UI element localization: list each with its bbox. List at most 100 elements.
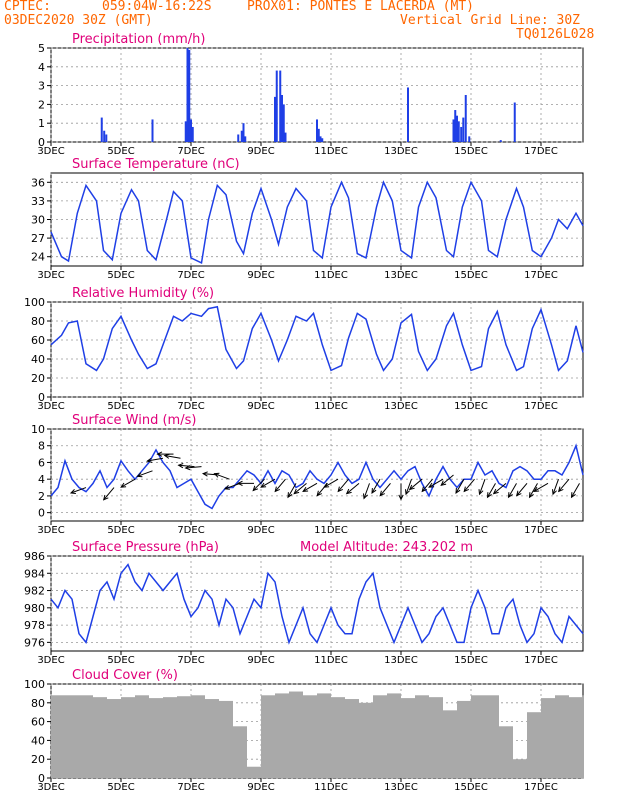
- precip-bar: [188, 49, 191, 142]
- wind-arrow-head: [287, 492, 293, 499]
- wind-arrow-head: [421, 486, 427, 493]
- wind-arrow-head: [463, 486, 469, 493]
- cloud-bar: [429, 697, 443, 778]
- y-tick-label: 30: [31, 214, 45, 227]
- x-tick-label: 3DEC: [37, 401, 64, 412]
- wind-arrow-head: [69, 489, 76, 494]
- header-station: PROX01: PONTES E LACERDA (MT): [247, 0, 474, 14]
- panel-3: 3DEC 5DEC 7DEC 9DEC 11DEC 13DEC 15DEC 17DEC 0 2 4 6…: [31, 413, 584, 536]
- cloud-bar: [345, 699, 359, 778]
- x-tick-label: 17DEC: [524, 146, 558, 157]
- wind-arrow-head: [223, 484, 230, 490]
- y-tick-label: 2: [38, 98, 45, 111]
- wind-arrow-shaft: [337, 478, 349, 492]
- wind-arrow-shaft: [493, 482, 507, 495]
- precip-bar: [499, 140, 502, 142]
- cloud-bar: [513, 759, 527, 778]
- y-tick-label: 982: [24, 585, 45, 598]
- wind-arrow-head: [492, 488, 499, 495]
- x-tick-label: 17DEC: [524, 782, 558, 793]
- wind-arrow-shaft: [302, 482, 318, 492]
- x-tick-label: 15DEC: [454, 782, 488, 793]
- cloud-bar: [79, 695, 93, 778]
- wind-arrow-shaft: [487, 483, 496, 498]
- y-tick-label: 3: [38, 80, 45, 93]
- cloud-bar: [331, 697, 345, 778]
- cloud-bar: [219, 700, 233, 778]
- wind-arrow-head: [293, 488, 300, 495]
- x-tick-label: 9DEC: [247, 525, 274, 536]
- x-tick-label: 17DEC: [524, 655, 558, 666]
- precip-bar: [100, 117, 103, 142]
- wind-arrow-head: [102, 494, 109, 501]
- y-tick-label: 20: [31, 753, 45, 766]
- cloud-bar: [485, 695, 499, 778]
- wind-arrow-head: [557, 486, 564, 493]
- x-tick-label: 15DEC: [454, 525, 488, 536]
- wind-arrow-head: [323, 482, 330, 488]
- cloud-bar: [471, 695, 485, 778]
- cloud-bar: [359, 702, 373, 778]
- wind-arrow-shaft: [164, 455, 181, 459]
- y-tick-label: 100: [24, 296, 45, 309]
- panel-4: 3DEC 5DEC 7DEC 9DEC 11DEC 13DEC 15DEC 17DEC 976 9…: [24, 540, 584, 666]
- wind-arrow-shaft: [147, 457, 164, 462]
- wind-arrow-head: [184, 465, 191, 471]
- x-tick-label: 11DEC: [314, 270, 348, 281]
- wind-arrow-shaft: [252, 478, 265, 491]
- x-tick-label: 7DEC: [177, 655, 204, 666]
- precip-bar: [457, 121, 460, 142]
- x-tick-label: 9DEC: [247, 655, 274, 666]
- wind-arrow-shaft: [293, 482, 307, 495]
- cloud-bar: [289, 691, 303, 778]
- panel-2: 3DEC 5DEC 7DEC 9DEC 11DEC 13DEC 15DEC 17DEC 0 20 4…: [24, 286, 584, 412]
- wind-arrow-head: [455, 488, 461, 495]
- x-tick-label: 17DEC: [524, 270, 558, 281]
- wind-arrow-head: [379, 490, 385, 497]
- wind-arrow-shaft: [214, 473, 230, 480]
- precip-bar: [237, 134, 240, 142]
- cloud-bar: [191, 695, 205, 778]
- header-grid-note: Vertical Grid Line: 30Z: [400, 13, 581, 28]
- wind-arrow-shaft: [260, 478, 276, 488]
- wind-arrow-shaft: [323, 478, 339, 488]
- wind-arrow-head: [440, 480, 447, 487]
- wind-arrow-shaft: [428, 478, 444, 488]
- wind-arrow-shaft: [440, 474, 454, 486]
- y-tick-label: 1: [38, 117, 45, 130]
- y-tick-label: 40: [31, 353, 45, 366]
- wind-arrow-head: [252, 485, 259, 492]
- y-tick-label: 5: [38, 42, 45, 55]
- cloud-bar: [177, 696, 191, 778]
- y-tick-label: 80: [31, 315, 45, 328]
- wind-arrow-head: [201, 471, 208, 477]
- x-tick-label: 13DEC: [384, 655, 418, 666]
- x-tick-label: 5DEC: [107, 270, 134, 281]
- y-tick-label: 40: [31, 734, 45, 747]
- precip-bar: [464, 95, 467, 142]
- wind-arrow-head: [408, 484, 415, 491]
- wind-arrow-shaft: [274, 478, 286, 492]
- wind-arrow-head: [260, 482, 267, 488]
- wind-arrow-head: [316, 490, 322, 497]
- wind-arrow-head: [570, 492, 576, 499]
- wind-arrow-shaft: [224, 482, 241, 490]
- wind-arrow-shaft: [409, 478, 423, 490]
- precip-bar: [468, 136, 471, 142]
- x-tick-label: 7DEC: [177, 270, 204, 281]
- y-tick-label: 36: [31, 176, 45, 189]
- y-tick-label: 8: [38, 440, 45, 453]
- y-tick-label: 0: [38, 136, 45, 149]
- wind-arrow-shaft: [479, 479, 486, 495]
- x-tick-label: 15DEC: [454, 401, 488, 412]
- wind-arrow-head: [146, 457, 153, 463]
- wind-arrow-shaft: [421, 478, 433, 492]
- wind-arrow-shaft: [405, 479, 412, 495]
- cloud-bar: [65, 695, 79, 778]
- header-model-code: TQ0126L028: [516, 27, 595, 42]
- precip-bar: [456, 115, 458, 142]
- wind-arrow-head: [337, 486, 343, 493]
- precip-bar: [151, 119, 154, 142]
- y-tick-label: 6: [38, 456, 45, 469]
- precip-bar: [184, 121, 187, 142]
